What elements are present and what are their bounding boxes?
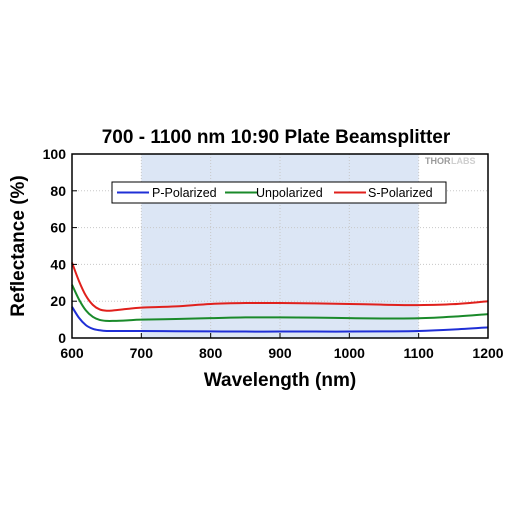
chart-title: 700 - 1100 nm 10:90 Plate Beamsplitter bbox=[102, 127, 451, 148]
legend: P-Polarized Unpolarized S-Polarized bbox=[111, 181, 447, 204]
series-lines bbox=[71, 262, 489, 333]
watermark-part1: THOR bbox=[425, 156, 451, 166]
y-tick-label: 20 bbox=[50, 293, 66, 309]
watermark-part2: LABS bbox=[451, 156, 476, 166]
x-tick-label: 1000 bbox=[334, 345, 365, 361]
legend-label: Unpolarized bbox=[256, 186, 323, 200]
legend-label: S-Polarized bbox=[368, 186, 433, 200]
y-axis-ticks: 0 20 40 60 80 100 bbox=[43, 146, 77, 346]
x-tick-label: 800 bbox=[199, 345, 223, 361]
series-line-s-polarized bbox=[71, 262, 489, 312]
x-tick-label: 900 bbox=[268, 345, 292, 361]
thorlabs-watermark: THOR LABS bbox=[425, 156, 476, 166]
x-axis-label: Wavelength (nm) bbox=[204, 370, 356, 391]
y-tick-label: 80 bbox=[50, 183, 66, 199]
series-line-unpolarized bbox=[71, 284, 489, 322]
x-tick-label: 700 bbox=[130, 345, 154, 361]
x-tick-label: 1200 bbox=[472, 345, 503, 361]
x-axis-ticks: 600 700 800 900 1000 1100 1200 bbox=[60, 333, 504, 361]
y-tick-label: 60 bbox=[50, 220, 66, 236]
legend-box bbox=[111, 181, 447, 204]
legend-label: P-Polarized bbox=[152, 186, 217, 200]
series-line-p-polarized bbox=[71, 306, 489, 333]
y-tick-label: 0 bbox=[58, 330, 66, 346]
x-tick-label: 600 bbox=[60, 345, 84, 361]
y-axis-label: Reflectance (%) bbox=[8, 175, 29, 317]
y-tick-label: 100 bbox=[43, 146, 67, 162]
y-tick-label: 40 bbox=[50, 256, 66, 272]
x-tick-label: 1100 bbox=[403, 345, 434, 361]
